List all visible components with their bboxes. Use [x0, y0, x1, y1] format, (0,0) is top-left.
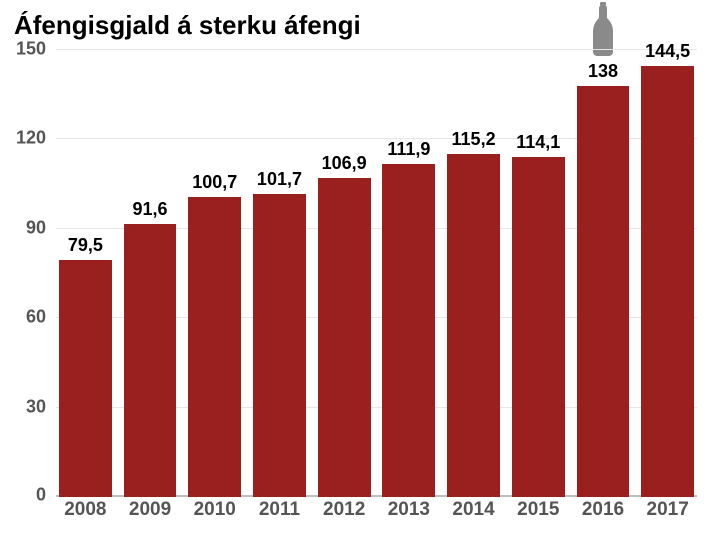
bar-slot: 144,5	[638, 50, 697, 497]
y-tick-label: 0	[10, 485, 56, 506]
x-tick-label: 2014	[444, 499, 503, 527]
bar-value-label: 138	[588, 61, 618, 86]
bar-slot: 106,9	[315, 50, 374, 497]
x-tick-label: 2016	[574, 499, 633, 527]
plot-area: 0306090120150 79,591,6100,7101,7106,9111…	[56, 50, 697, 497]
bar-slot: 79,5	[56, 50, 115, 497]
bar-value-label: 115,2	[452, 129, 496, 154]
bar: 111,9	[382, 164, 435, 497]
x-tick-label: 2015	[509, 499, 568, 527]
bar: 91,6	[124, 224, 177, 497]
bar: 100,7	[188, 197, 241, 497]
x-tick-label: 2010	[185, 499, 244, 527]
x-tick-label: 2013	[380, 499, 439, 527]
bar-slot: 115,2	[444, 50, 503, 497]
bar-value-label: 100,7	[192, 172, 237, 197]
x-tick-label: 2012	[315, 499, 374, 527]
bar-slot: 100,7	[185, 50, 244, 497]
bar-value-label: 114,1	[516, 132, 560, 157]
bar-slot: 101,7	[250, 50, 309, 497]
bar: 114,1	[512, 157, 565, 497]
bar-value-label: 144,5	[645, 41, 690, 66]
x-tick-label: 2017	[638, 499, 697, 527]
bar-value-label: 91,6	[133, 199, 168, 224]
bar-value-label: 79,5	[68, 235, 103, 260]
bar-value-label: 101,7	[257, 169, 302, 194]
bar-slot: 138	[574, 50, 633, 497]
bar: 79,5	[59, 260, 112, 497]
y-tick-label: 30	[10, 396, 56, 417]
bar-slot: 114,1	[509, 50, 568, 497]
bars-group: 79,591,6100,7101,7106,9111,9115,2114,113…	[56, 50, 697, 497]
x-axis: 2008200920102011201220132014201520162017	[56, 499, 697, 527]
bar-value-label: 106,9	[322, 153, 367, 178]
y-tick-label: 60	[10, 307, 56, 328]
y-tick-label: 120	[10, 128, 56, 149]
bar-slot: 111,9	[380, 50, 439, 497]
y-tick-label: 150	[10, 39, 56, 60]
bar: 106,9	[318, 178, 371, 497]
x-tick-label: 2011	[250, 499, 309, 527]
bar: 138	[577, 86, 630, 497]
chart-container: Áfengisgjald á sterku áfengi 03060901201…	[0, 0, 713, 533]
bar: 101,7	[253, 194, 306, 497]
x-tick-label: 2008	[56, 499, 115, 527]
x-tick-label: 2009	[121, 499, 180, 527]
bar-value-label: 111,9	[387, 139, 430, 164]
bar: 144,5	[641, 66, 694, 497]
y-tick-label: 90	[10, 217, 56, 238]
chart-title: Áfengisgjald á sterku áfengi	[14, 10, 361, 41]
bar-slot: 91,6	[121, 50, 180, 497]
bar: 115,2	[447, 154, 500, 497]
